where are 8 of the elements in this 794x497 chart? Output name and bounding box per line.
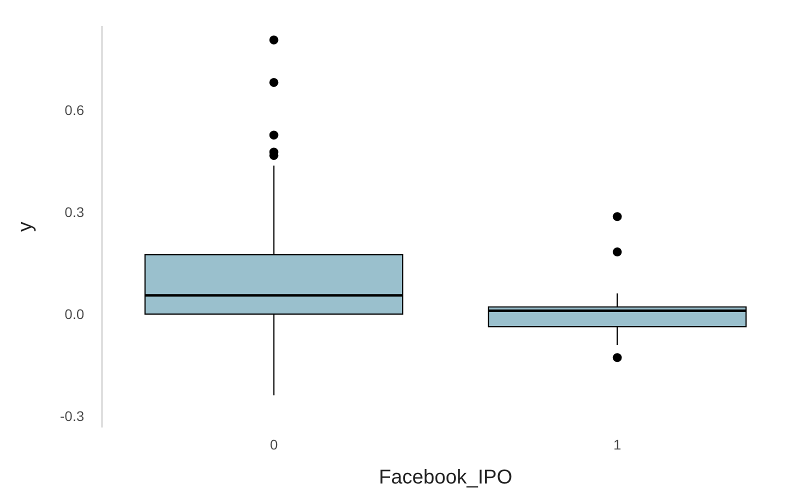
x-tick-label: 0 [270,436,278,452]
y-axis-title: y [14,222,37,232]
y-tick-label: -0.3 [60,408,84,424]
x-axis-title: Facebook_IPO [378,466,512,489]
y-tick-label: 0.6 [64,102,84,118]
y-tick-label: 0.3 [64,204,84,220]
x-tick-label: 1 [613,436,622,452]
y-tick-label: 0.0 [64,306,84,322]
